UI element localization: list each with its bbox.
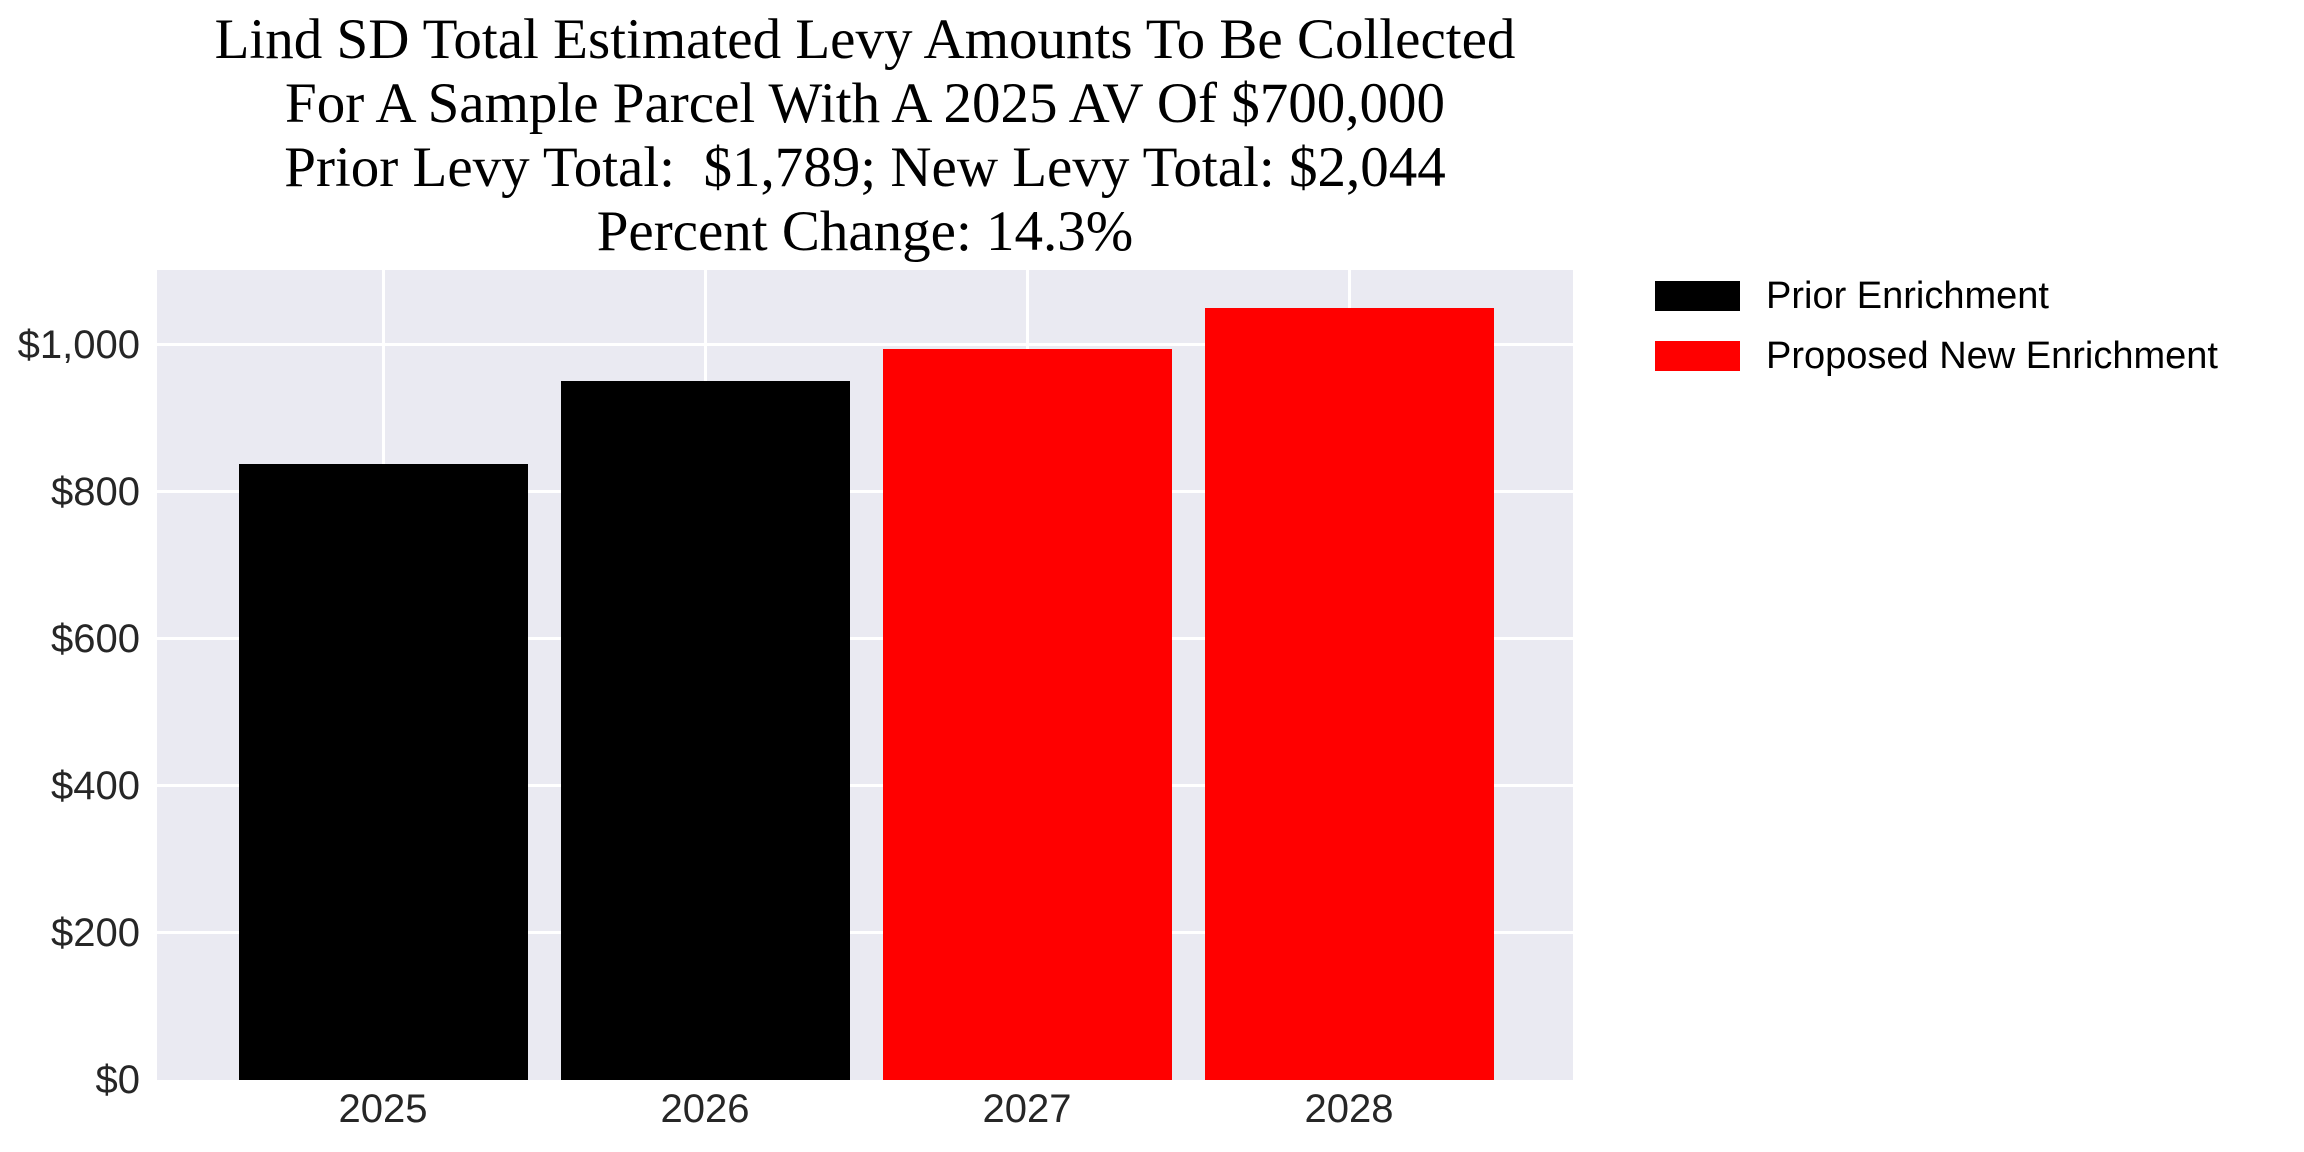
y-tick-label-200: $200 <box>51 910 140 955</box>
bar-2027 <box>882 349 1172 1080</box>
y-tick-label-1000: $1,000 <box>17 322 140 367</box>
legend-label: Proposed New Enrichment <box>1766 334 2218 377</box>
plot-area <box>157 270 1573 1080</box>
y-tick-label-600: $600 <box>51 616 140 661</box>
legend-row-2: Proposed New Enrichment <box>1655 335 2218 377</box>
x-tick-label-2025: 2025 <box>338 1087 428 1131</box>
chart-title-line-2: For A Sample Parcel With A 2025 AV Of $7… <box>285 72 1445 135</box>
chart-title-line-3: Prior Levy Total: $1,789; New Levy Total… <box>284 136 1446 199</box>
gridline-800 <box>157 490 1573 494</box>
y-tick-label-800: $800 <box>51 469 140 514</box>
x-tick-label-2026: 2026 <box>660 1087 750 1131</box>
gridline-600 <box>157 637 1573 641</box>
bar-2028 <box>1204 308 1494 1080</box>
bar-2025 <box>238 464 528 1080</box>
legend-swatch-icon <box>1655 341 1740 371</box>
chart-title: Lind SD Total Estimated Levy Amounts To … <box>157 8 1573 264</box>
legend-row-1: Prior Enrichment <box>1655 275 2218 317</box>
chart-title-line-4: Percent Change: 14.3% <box>596 200 1134 263</box>
x-tick-label-2028: 2028 <box>1304 1087 1394 1131</box>
y-tick-label-400: $400 <box>51 763 140 808</box>
gridline-1000 <box>157 343 1573 347</box>
legend: Prior Enrichment Proposed New Enrichment <box>1655 275 2218 401</box>
gridline-400 <box>157 784 1573 788</box>
gridline-200 <box>157 931 1573 935</box>
y-tick-label-0: $0 <box>95 1058 141 1102</box>
x-tick-label-2027: 2027 <box>982 1087 1072 1131</box>
legend-label: Prior Enrichment <box>1766 274 2049 317</box>
bar-2026 <box>560 381 850 1080</box>
legend-swatch-icon <box>1655 281 1740 311</box>
chart-title-line-1: Lind SD Total Estimated Levy Amounts To … <box>214 8 1516 71</box>
